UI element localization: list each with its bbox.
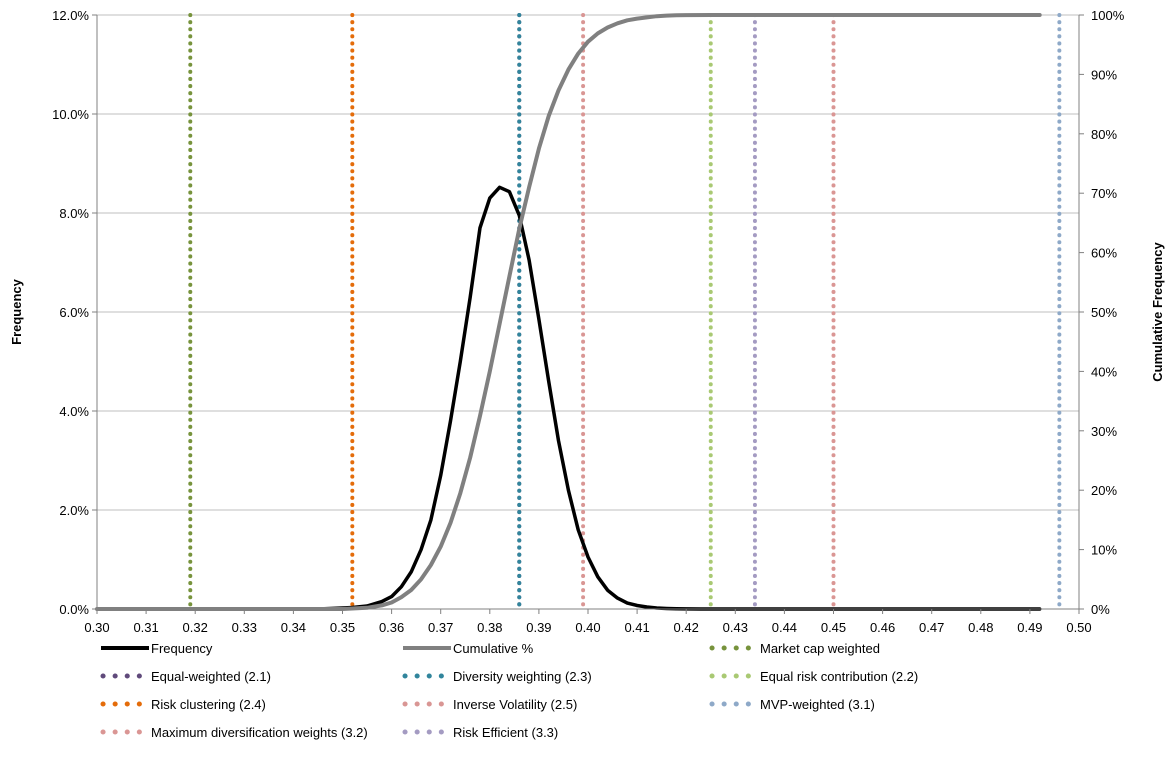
legend-item: MVP-weighted (3.1) (709, 697, 875, 712)
y-tick-label: 8.0% (59, 206, 89, 221)
x-tick-label: 0.32 (183, 620, 208, 635)
series-lines (95, 13, 1042, 611)
x-tick-label: 0.39 (526, 620, 551, 635)
legend-item: Risk Efficient (3.3) (402, 725, 558, 740)
axes: 0.30 0.31 0.32 0.33 0.34 0.35 0.36 0.37 0.38 0.39… (52, 8, 1125, 635)
legend-label: Diversity weighting (2.3) (453, 669, 592, 684)
legend-item: Cumulative % (403, 641, 534, 656)
y-tick-label: 12.0% (52, 8, 89, 23)
x-tick-label: 0.43 (723, 620, 748, 635)
legend-label: Risk Efficient (3.3) (453, 725, 558, 740)
x-tick-label: 0.44 (772, 620, 797, 635)
gridlines (97, 14, 1079, 610)
y2-tick-label: 40% (1091, 364, 1117, 379)
legend-label: Inverse Volatility (2.5) (453, 697, 577, 712)
y-tick-label: 2.0% (59, 503, 89, 518)
x-tick-label: 0.42 (674, 620, 699, 635)
x-tick-label: 0.48 (968, 620, 993, 635)
x-tick-label: 0.31 (133, 620, 158, 635)
x-tick-label: 0.36 (379, 620, 404, 635)
x-tick-label: 0.30 (84, 620, 109, 635)
y2-tick-label: 60% (1091, 246, 1117, 261)
x-tick-label: 0.34 (281, 620, 306, 635)
y2-axis-title: Cumulative Frequency (1150, 242, 1165, 382)
legend-label: Risk clustering (2.4) (151, 697, 266, 712)
legend-label: MVP-weighted (3.1) (760, 697, 875, 712)
legend-item: Maximum diversification weights (3.2) (100, 725, 368, 740)
legend-item: Diversity weighting (2.3) (402, 669, 592, 684)
y-tick-label: 10.0% (52, 107, 89, 122)
legend: Frequency Cumulative % Market cap weighted… (100, 641, 918, 740)
legend-label: Equal-weighted (2.1) (151, 669, 271, 684)
x-tick-label: 0.33 (232, 620, 257, 635)
y2-tick-label: 10% (1091, 543, 1117, 558)
legend-item: Risk clustering (2.4) (100, 697, 266, 712)
legend-item: Equal risk contribution (2.2) (709, 669, 918, 684)
x-tick-label: 0.47 (919, 620, 944, 635)
y-tick-label: 6.0% (59, 305, 89, 320)
legend-label: Market cap weighted (760, 641, 880, 656)
x-tick-label: 0.37 (428, 620, 453, 635)
x-tick-label: 0.35 (330, 620, 355, 635)
series-line-cumulative (95, 13, 1042, 611)
y2-tick-label: 80% (1091, 127, 1117, 142)
series-line-frequency (95, 185, 1042, 611)
strategy-markers (188, 13, 1062, 611)
y-axis-title: Frequency (9, 278, 24, 345)
x-tick-label: 0.40 (575, 620, 600, 635)
y-tick-label: 0.0% (59, 602, 89, 617)
x-tick-label: 0.38 (477, 620, 502, 635)
legend-label: Cumulative % (453, 641, 534, 656)
y2-tick-label: 100% (1091, 8, 1125, 23)
x-tick-label: 0.41 (624, 620, 649, 635)
y2-tick-label: 20% (1091, 483, 1117, 498)
x-tick-label: 0.46 (870, 620, 895, 635)
y-tick-label: 4.0% (59, 404, 89, 419)
legend-label: Equal risk contribution (2.2) (760, 669, 918, 684)
legend-item: Equal-weighted (2.1) (100, 669, 271, 684)
legend-label: Maximum diversification weights (3.2) (151, 725, 368, 740)
y2-tick-label: 0% (1091, 602, 1110, 617)
legend-item: Frequency (101, 641, 213, 656)
x-tick-label: 0.45 (821, 620, 846, 635)
legend-label: Frequency (151, 641, 213, 656)
legend-item: Inverse Volatility (2.5) (402, 697, 577, 712)
legend-item: Market cap weighted (709, 641, 880, 656)
x-tick-label: 0.49 (1017, 620, 1042, 635)
x-tick-label: 0.50 (1066, 620, 1091, 635)
y2-tick-label: 50% (1091, 305, 1117, 320)
y2-tick-label: 30% (1091, 424, 1117, 439)
y2-tick-label: 90% (1091, 67, 1117, 82)
y2-tick-label: 70% (1091, 186, 1117, 201)
